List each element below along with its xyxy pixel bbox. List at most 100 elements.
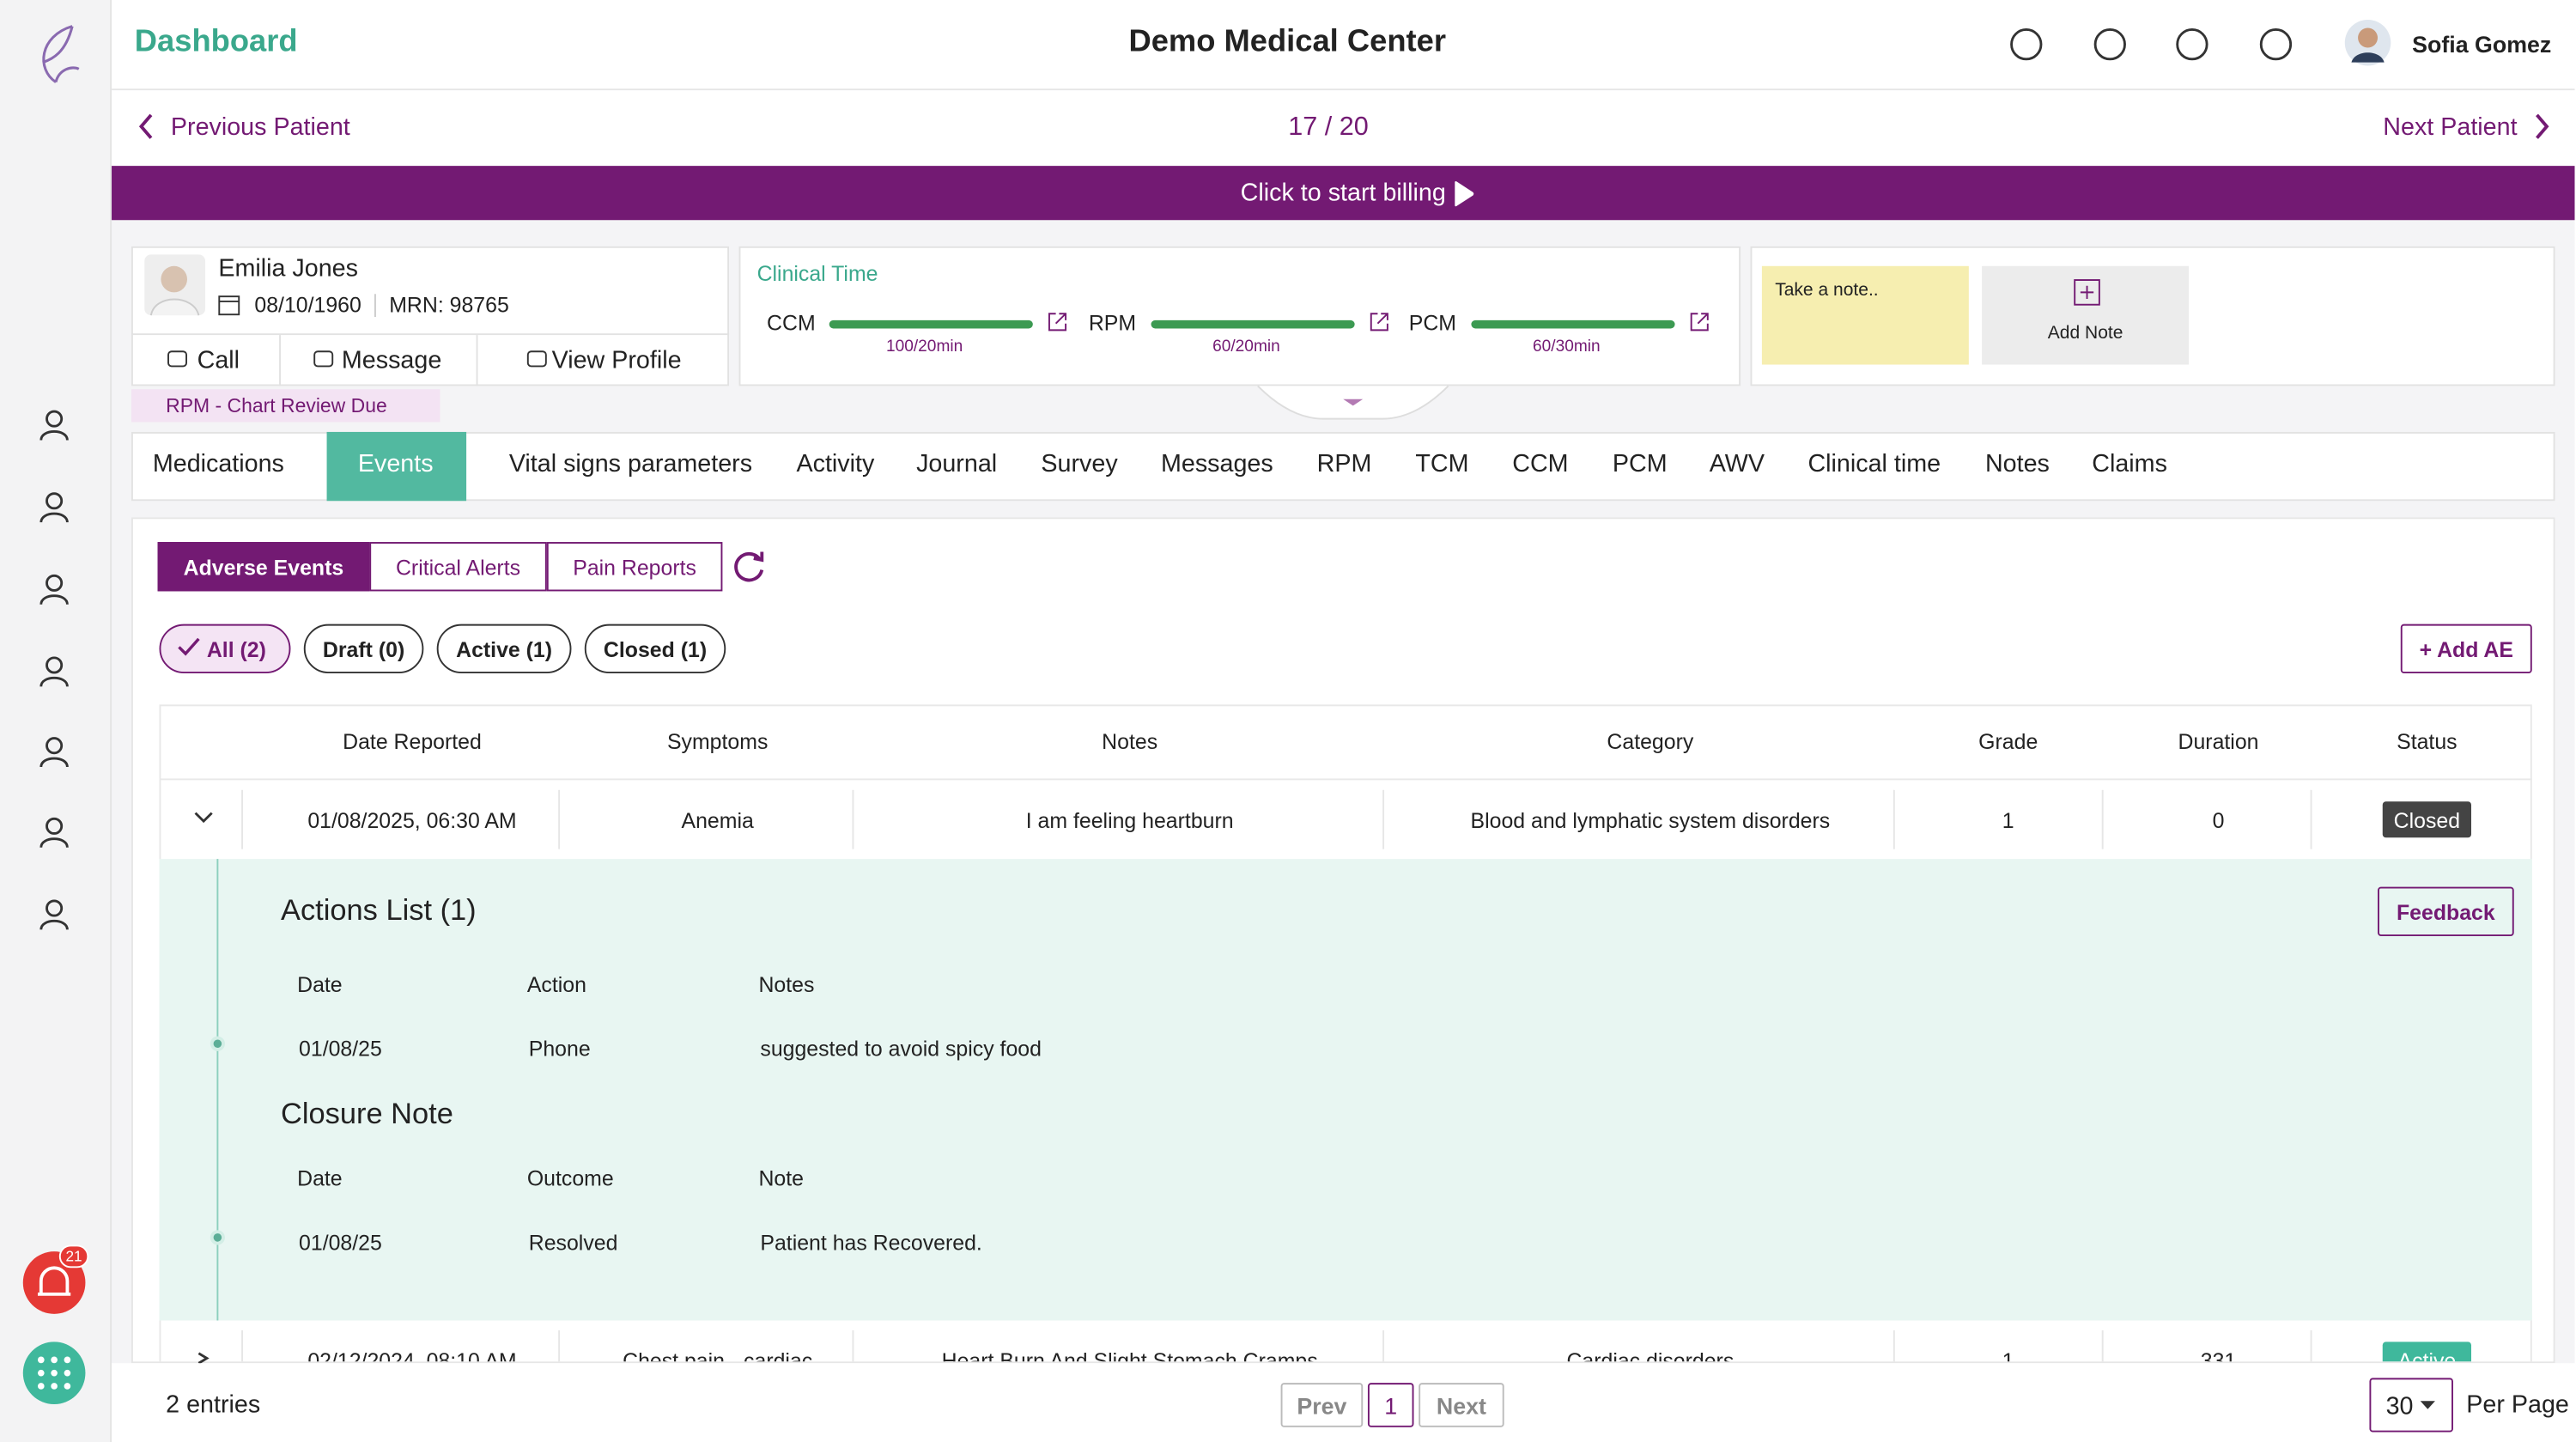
tab[interactable]: Messages xyxy=(1160,449,1273,478)
entries-count: 2 entries xyxy=(166,1390,261,1420)
calendar-icon xyxy=(218,295,240,316)
header-icon[interactable] xyxy=(2010,27,2043,61)
billing-text: Click to start billing xyxy=(1240,179,1446,207)
sidebar-icon[interactable] xyxy=(38,573,70,605)
cell-separator xyxy=(1893,1329,1895,1362)
add-note[interactable]: Add Note xyxy=(1982,265,2190,365)
filter-pill[interactable]: Closed (1) xyxy=(584,624,726,674)
header-line xyxy=(159,778,2532,781)
page-button[interactable]: Next xyxy=(1419,1383,1504,1427)
table-cell: 0 xyxy=(2212,807,2225,833)
sidebar-icon[interactable] xyxy=(38,491,70,524)
event-tab[interactable]: Critical Alerts xyxy=(369,542,547,592)
billing-bar[interactable]: Click to start billing xyxy=(112,166,2575,221)
table-cell: Cardiac disorders xyxy=(1566,1348,1735,1364)
timeline-dot xyxy=(210,1036,225,1051)
tab[interactable]: Survey xyxy=(1041,449,1118,478)
play-icon xyxy=(1455,180,1474,207)
clinical-title: Clinical Time xyxy=(756,261,878,286)
action-icon xyxy=(167,350,188,368)
sticky-note[interactable]: Take a note.. xyxy=(1761,265,1969,365)
progress-bar xyxy=(829,319,1033,329)
sub-cell: Resolved xyxy=(528,1230,618,1255)
patient-dob: 08/10/1960 xyxy=(254,292,361,318)
page-button[interactable]: Prev xyxy=(1280,1383,1364,1427)
patient-action[interactable]: Message xyxy=(281,335,478,386)
tab[interactable]: Clinical time xyxy=(1807,449,1941,478)
clinical-label: RPM xyxy=(1088,310,1137,336)
table-cell: 331 xyxy=(2200,1348,2237,1364)
header-icon[interactable] xyxy=(2176,27,2208,61)
header-icon[interactable] xyxy=(2093,27,2126,61)
tab[interactable]: Notes xyxy=(1984,449,2050,478)
user-name[interactable]: Sofia Gomez xyxy=(2412,31,2552,58)
filter-pill[interactable]: Active (1) xyxy=(436,624,572,674)
patient-mrn: MRN: 98765 xyxy=(389,292,509,318)
table-cell: Blood and lymphatic system disorders xyxy=(1470,807,1831,833)
tab[interactable]: Events xyxy=(357,449,434,478)
table-cell: 02/12/2024, 08:10 AM xyxy=(307,1348,517,1364)
clinical-value: 60/30min xyxy=(1532,338,1601,356)
sidebar-icon[interactable] xyxy=(38,898,70,931)
nav-bar xyxy=(112,90,2575,167)
clinical-label: PCM xyxy=(1408,310,1457,336)
cell-separator xyxy=(1382,1329,1385,1362)
timeline-dot xyxy=(210,1230,225,1245)
sub-header: Note xyxy=(758,1165,805,1191)
select-caret xyxy=(2420,1401,2435,1409)
page-button[interactable]: 1 xyxy=(1367,1383,1414,1427)
sidebar-icon[interactable] xyxy=(38,816,70,849)
tab[interactable]: Medications xyxy=(152,449,284,478)
tab[interactable]: RPM xyxy=(1316,449,1372,478)
tab[interactable]: Journal xyxy=(916,449,998,478)
row-toggle[interactable] xyxy=(194,812,214,824)
tab[interactable]: AWV xyxy=(1709,449,1765,478)
sidebar-icon[interactable] xyxy=(38,736,70,769)
action-icon xyxy=(526,350,547,368)
cell-separator xyxy=(852,789,854,849)
tab[interactable]: Claims xyxy=(2092,449,2167,478)
cell-separator xyxy=(1382,789,1385,849)
tab[interactable]: Vital signs parameters xyxy=(508,449,753,478)
next-arrow[interactable] xyxy=(2534,113,2550,140)
center-name: Demo Medical Center xyxy=(1128,24,1446,59)
cell-separator xyxy=(2101,1329,2104,1362)
alert-pill[interactable]: RPM - Chart Review Due xyxy=(131,389,440,423)
main-card: Adverse Events Critical Alerts Pain Report… xyxy=(131,517,2555,1364)
sidebar-icon[interactable] xyxy=(38,655,70,688)
logo xyxy=(42,25,80,83)
prev-patient[interactable]: Previous Patient xyxy=(170,113,350,142)
open-icon[interactable] xyxy=(1370,312,1389,332)
feedback-button[interactable]: Feedback xyxy=(2378,886,2514,937)
apps-button[interactable] xyxy=(21,1340,87,1405)
sidebar xyxy=(0,0,112,1442)
open-icon[interactable] xyxy=(1048,312,1067,332)
tab-bar xyxy=(131,431,2555,502)
add-icon xyxy=(2074,279,2100,306)
patient-action[interactable]: Call xyxy=(131,335,282,386)
collapse-tab[interactable] xyxy=(1257,385,1449,422)
action-label: Message xyxy=(341,346,442,375)
next-patient[interactable]: Next Patient xyxy=(2383,113,2518,142)
cell-separator xyxy=(1893,789,1895,849)
refresh-icon[interactable] xyxy=(731,549,767,585)
event-tab[interactable]: Pain Reports xyxy=(546,542,723,592)
tab[interactable]: CCM xyxy=(1512,449,1569,478)
open-icon[interactable] xyxy=(1690,312,1710,332)
cell-separator xyxy=(2101,789,2104,849)
row-toggle[interactable] xyxy=(194,1352,214,1365)
clinical-value: 100/20min xyxy=(885,338,963,356)
per-page-select[interactable]: 30 xyxy=(2369,1378,2453,1433)
event-tab[interactable]: Adverse Events xyxy=(157,542,370,592)
sub-header: Date xyxy=(297,972,343,997)
sidebar-icon[interactable] xyxy=(38,409,70,441)
cell-separator xyxy=(241,789,244,849)
filter-pill[interactable]: Draft (0) xyxy=(303,624,424,674)
tab[interactable]: PCM xyxy=(1612,449,1668,478)
add-ae-button[interactable]: + Add AE xyxy=(2400,624,2532,674)
tab[interactable]: TCM xyxy=(1415,449,1469,478)
tab[interactable]: Activity xyxy=(796,449,875,478)
patient-action[interactable]: View Profile xyxy=(477,335,729,386)
header-icon[interactable] xyxy=(2259,27,2293,61)
prev-arrow[interactable] xyxy=(138,113,155,140)
